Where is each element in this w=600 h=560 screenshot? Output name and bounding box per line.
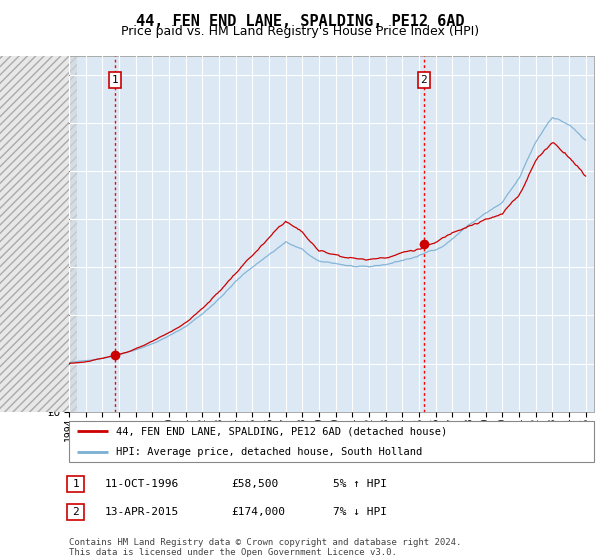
Text: £58,500: £58,500 [231,479,278,489]
Text: Price paid vs. HM Land Registry's House Price Index (HPI): Price paid vs. HM Land Registry's House … [121,25,479,38]
FancyBboxPatch shape [69,421,594,462]
Bar [69,56,76,412]
Text: 7% ↓ HPI: 7% ↓ HPI [333,507,387,517]
Text: 2: 2 [72,507,79,517]
Text: 13-APR-2015: 13-APR-2015 [105,507,179,517]
Text: 5% ↑ HPI: 5% ↑ HPI [333,479,387,489]
Text: £174,000: £174,000 [231,507,285,517]
Text: HPI: Average price, detached house, South Holland: HPI: Average price, detached house, Sout… [116,447,422,457]
Text: 44, FEN END LANE, SPALDING, PE12 6AD (detached house): 44, FEN END LANE, SPALDING, PE12 6AD (de… [116,426,448,436]
Text: 1: 1 [112,75,119,85]
Text: 1: 1 [72,479,79,489]
Bar [69,56,77,412]
Text: 44, FEN END LANE, SPALDING, PE12 6AD: 44, FEN END LANE, SPALDING, PE12 6AD [136,14,464,29]
Text: 2: 2 [420,75,427,85]
Text: 11-OCT-1996: 11-OCT-1996 [105,479,179,489]
Text: Contains HM Land Registry data © Crown copyright and database right 2024.
This d: Contains HM Land Registry data © Crown c… [69,538,461,557]
